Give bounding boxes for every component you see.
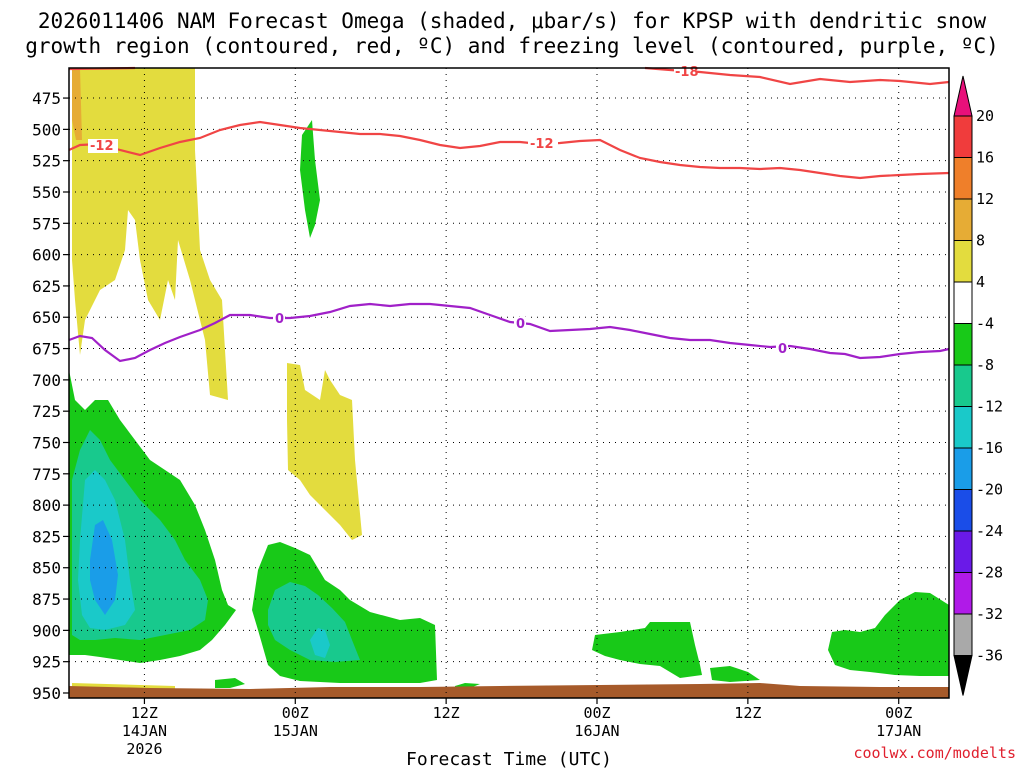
x-tick-date-12: 14JAN	[122, 722, 167, 740]
omega-shade-green-sfc1	[215, 678, 245, 688]
credit-text: coolwx.com/modelts	[853, 744, 1016, 762]
omega-shade-cyan-jan15	[310, 628, 330, 658]
y-tick-label-825: 825	[32, 527, 61, 546]
y-tick-label-625: 625	[32, 277, 61, 296]
colorbar-label-4: 4	[976, 273, 985, 291]
y-tick-label-675: 675	[32, 340, 61, 359]
omega-negative-shading	[69, 120, 949, 688]
colorbar-label-0: 20	[976, 107, 994, 125]
colorbar-label-10: -24	[976, 522, 1003, 540]
colorbar-segment-2	[953, 198, 973, 241]
colorbar-label-5: -4	[976, 315, 994, 333]
y-tick-label-900: 900	[32, 621, 61, 640]
x-tick-label-24: 00Z	[282, 704, 309, 722]
x-tick-label-36: 12Z	[433, 704, 460, 722]
colorbar-segment-7	[953, 406, 973, 449]
colorbar-segment-0	[953, 115, 973, 158]
contour-line-0c	[68, 302, 950, 363]
colorbar-label-2: 12	[976, 190, 994, 208]
omega-shade-green-jan17	[828, 592, 949, 676]
colorbar-segment-4	[953, 281, 973, 324]
colorbar-label-1: 16	[976, 149, 994, 167]
y-axis: 475 500 525 550 575 600 625 650 675 700 725 750 775 8…	[32, 89, 69, 703]
colorbar-segment-6	[953, 364, 973, 407]
omega-shade-teal-jan15	[268, 582, 360, 662]
x-axis-title: Forecast Time (UTC)	[406, 749, 612, 768]
y-tick-label-725: 725	[32, 402, 61, 421]
x-tick-label-60: 12Z	[734, 704, 761, 722]
colorbar-segment-11	[953, 572, 973, 615]
contour-label-bg	[674, 66, 696, 76]
ground-below-surface	[69, 683, 949, 698]
colorbar-label-6: -8	[976, 356, 994, 374]
colorbar-label-7: -12	[976, 398, 1003, 416]
colorbar-label-11: -28	[976, 564, 1003, 582]
colorbar-top-arrow	[953, 75, 973, 117]
contour-label-0c-b: 0	[516, 317, 525, 332]
contour-label-minus12-b: -12	[530, 137, 554, 152]
colorbar-label-13: -36	[976, 647, 1003, 665]
y-tick-label-525: 525	[32, 152, 61, 171]
y-tick-label-925: 925	[32, 653, 61, 672]
y-tick-label-475: 475	[32, 89, 61, 108]
colorbar-segment-5	[953, 323, 973, 366]
x-tick-label-72: 00Z	[885, 704, 912, 722]
y-tick-label-550: 550	[32, 183, 61, 202]
contour-label-bg	[514, 317, 526, 331]
colorbar-segment-8	[953, 447, 973, 490]
contour-line-minus12	[68, 120, 950, 180]
omega-shade-green-narrow	[300, 120, 320, 238]
colorbar-label-9: -20	[976, 481, 1003, 499]
colorbar-segment-12	[953, 613, 973, 656]
x-tick-year-12: 2026	[126, 740, 162, 758]
x-tick-label-12: 12Z	[131, 704, 158, 722]
colorbar-segment-3	[953, 240, 973, 283]
omega-shade-orange	[72, 68, 82, 140]
contour-labels: -12 -12 -18 0 0 0	[88, 65, 788, 357]
y-tick-label-850: 850	[32, 559, 61, 578]
colorbar-segment-9	[953, 489, 973, 532]
colorbar-label-3: 8	[976, 232, 985, 250]
omega-shade-yellow-2	[287, 363, 362, 540]
y-tick-label-875: 875	[32, 590, 61, 609]
colorbar-segment-1	[953, 157, 973, 200]
contour-label-minus12-a: -12	[90, 139, 114, 154]
plot-frame	[68, 67, 950, 699]
contour-label-0c-a: 0	[275, 312, 284, 327]
colorbar-label-8: -16	[976, 439, 1003, 457]
x-tick-label-48: 00Z	[583, 704, 610, 722]
chart-title-line-2: growth region (contoured, red, ºC) and f…	[25, 34, 999, 58]
omega-shade-blue-main	[90, 520, 118, 615]
colorbar-label-12: -32	[976, 605, 1003, 623]
colorbar: 20 16 12 8 4 -4 -8 -12 -16 -20 -24 -28 -32 -36	[953, 75, 1003, 696]
y-tick-label-650: 650	[32, 308, 61, 327]
contour-label-bg	[88, 139, 118, 153]
contour-label-bg	[273, 312, 285, 326]
y-tick-label-775: 775	[32, 465, 61, 484]
y-tick-label-500: 500	[32, 120, 61, 139]
colorbar-bottom-arrow	[953, 655, 973, 696]
contour-label-0c-c: 0	[778, 342, 787, 357]
contour-label-bg	[528, 137, 558, 151]
omega-shade-green-jan16a	[592, 622, 702, 678]
x-tick-date-72: 17JAN	[876, 722, 921, 740]
contour-label-bg	[776, 342, 788, 356]
y-tick-label-800: 800	[32, 496, 61, 515]
x-tick-date-48: 16JAN	[574, 722, 619, 740]
chart-title-line-1: 2026011406 NAM Forecast Omega (shaded, μ…	[37, 9, 987, 33]
colorbar-segment-10	[953, 530, 973, 573]
y-tick-label-600: 600	[32, 246, 61, 265]
y-tick-label-750: 750	[32, 433, 61, 452]
omega-shade-green-jan16b	[710, 666, 760, 682]
y-tick-label-575: 575	[32, 214, 61, 233]
y-tick-label-700: 700	[32, 371, 61, 390]
x-tick-date-24: 15JAN	[273, 722, 318, 740]
y-tick-label-950: 950	[32, 684, 61, 703]
